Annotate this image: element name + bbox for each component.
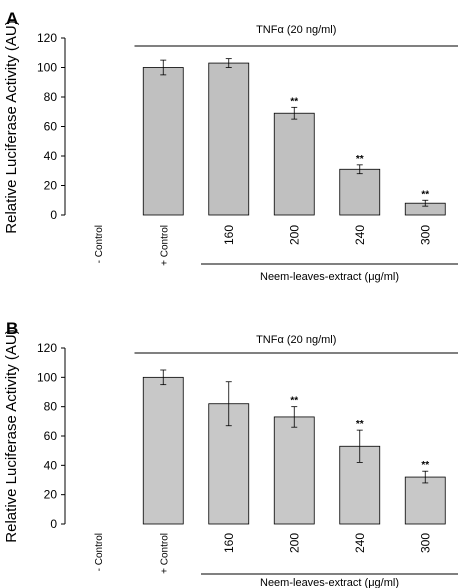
category-label: + Control — [159, 225, 170, 266]
y-tick-label: 20 — [44, 179, 58, 193]
category-label: 300 — [418, 533, 432, 553]
category-label: 200 — [287, 533, 301, 553]
bar — [142, 67, 184, 216]
category-label: 300 — [418, 225, 432, 245]
neem-bracket-label: Neem-leaves-extract (μg/ml) — [260, 271, 399, 283]
significance-marker: ** — [290, 96, 298, 107]
bar — [339, 168, 381, 216]
y-tick-label: 60 — [44, 120, 58, 134]
y-axis-label: Relative Luciferase Activity (AU) — [3, 20, 20, 233]
y-axis-label: Relative Luciferase Activity (AU) — [3, 329, 20, 542]
y-tick-label: 120 — [37, 341, 57, 355]
bar — [273, 112, 315, 216]
y-tick-label: 60 — [44, 429, 58, 443]
bar — [208, 62, 250, 216]
tnf-bracket-label: TNFα (20 ng/ml) — [256, 24, 336, 36]
tnf-bracket-label: TNFα (20 ng/ml) — [256, 334, 336, 346]
category-label: + Control — [159, 533, 170, 574]
y-tick-label: 80 — [44, 400, 58, 414]
bar — [273, 416, 315, 525]
panel-letter: A — [6, 9, 18, 28]
panel-letter: B — [6, 319, 18, 338]
y-tick-label: 0 — [50, 208, 57, 222]
significance-marker: ** — [421, 460, 429, 471]
significance-marker: ** — [421, 189, 429, 200]
category-label: 240 — [353, 225, 367, 245]
y-tick-label: 40 — [44, 149, 58, 163]
y-tick-label: 20 — [44, 488, 58, 502]
bar — [142, 376, 184, 525]
y-tick-label: 80 — [44, 90, 58, 104]
y-tick-label: 120 — [37, 31, 57, 45]
significance-marker: ** — [356, 419, 364, 430]
y-tick-label: 0 — [50, 517, 57, 531]
y-tick-label: 100 — [37, 61, 57, 75]
category-label: 240 — [353, 533, 367, 553]
y-tick-label: 40 — [44, 458, 58, 472]
category-label: - Control — [94, 225, 105, 263]
significance-marker: ** — [290, 396, 298, 407]
neem-bracket-label: Neem-leaves-extract (μg/ml) — [260, 577, 399, 588]
category-label: 160 — [222, 225, 236, 245]
y-tick-label: 100 — [37, 370, 57, 384]
category-label: 160 — [222, 533, 236, 553]
category-label: - Control — [94, 533, 105, 571]
bar — [404, 476, 446, 525]
significance-marker: ** — [356, 154, 364, 165]
category-label: 200 — [287, 225, 301, 245]
